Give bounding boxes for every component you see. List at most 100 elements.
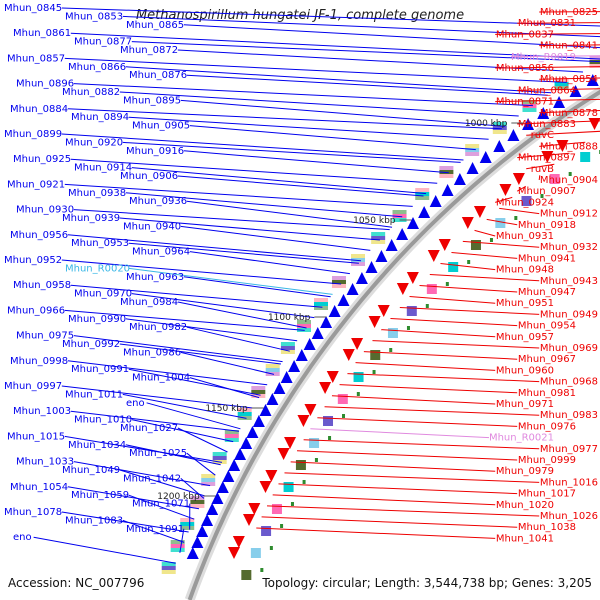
reverse-gene-arrow: [438, 239, 451, 251]
label-connector-right: [517, 22, 600, 24]
gene-label-right: Mhun_0954: [518, 321, 576, 332]
gene-label-right: Mhun_0971: [496, 399, 554, 410]
reverse-gene-arrow: [248, 503, 261, 515]
gene-label-left: eno: [126, 398, 145, 409]
label-connector-left: [125, 192, 403, 218]
reverse-gene-arrow: [473, 206, 486, 218]
gene-label-left: Mhun_0956: [10, 230, 68, 241]
cog-block: [351, 262, 366, 266]
cog-block: [261, 526, 272, 536]
label-connector-left: [180, 478, 205, 499]
cog-block: [271, 504, 282, 514]
cog-block: [237, 408, 252, 412]
gc-marker: [406, 326, 410, 330]
reverse-gene-arrow: [541, 151, 554, 163]
kbp-tick-label: 1000 kbp: [465, 119, 508, 129]
gene-label-left: Mhun_0952: [4, 255, 62, 266]
cog-block: [250, 548, 261, 558]
gene-label-right: Mhun_1020: [496, 500, 554, 511]
label-connector-left: [146, 402, 241, 430]
cog-block: [448, 262, 459, 272]
cog-block: [337, 394, 348, 404]
gene-label-right: Mhun_0883: [518, 119, 576, 130]
gene-label-left: Mhun_0958: [13, 280, 71, 291]
cog-block: [201, 482, 216, 486]
forward-gene-arrow: [252, 415, 265, 427]
forward-gene-arrow: [479, 151, 492, 163]
reverse-gene-arrow: [277, 448, 290, 460]
forward-gene-arrow: [320, 316, 333, 328]
gene-label-right: Mhun_0932: [540, 242, 598, 253]
gene-label-left: Mhun_0866: [68, 62, 126, 73]
forward-gene-arrow: [328, 305, 341, 317]
label-connector-left: [61, 133, 464, 161]
forward-gene-arrow: [280, 371, 293, 383]
label-connector-right: [462, 240, 540, 248]
gene-label-right: Mhun_R0021: [489, 433, 554, 444]
label-connector-left: [70, 32, 600, 60]
cog-block: [241, 570, 252, 580]
label-connector-left: [61, 511, 189, 533]
label-connector-right: [372, 340, 540, 349]
label-connector-left: [64, 435, 223, 463]
gene-label-left: Mhun_0964: [132, 247, 190, 258]
cog-block: [161, 570, 176, 574]
cog-block: [170, 540, 185, 544]
topology-summary: Topology: circular; Length: 3,544,738 bp…: [262, 576, 592, 590]
label-connector-right: [539, 110, 600, 114]
label-connector-right: [526, 130, 600, 136]
forward-gene-arrow: [266, 393, 279, 405]
cog-block: [392, 214, 407, 218]
gene-label-left: Mhun_0940: [123, 221, 181, 232]
gene-label-right: Mhun_0941: [518, 253, 576, 264]
gc-marker: [302, 480, 306, 484]
forward-gene-arrow: [441, 184, 454, 196]
label-connector-left: [180, 99, 505, 127]
gene-label-right: Mhun_0943: [540, 276, 598, 287]
label-connector-left: [73, 209, 390, 231]
kbp-ticks: 1000 kbp 1050 kbp 1100 kbp 1150 kbp 1200 kbp: [157, 119, 524, 502]
label-connector-right: [516, 185, 526, 192]
gc-marker: [540, 194, 544, 198]
gene-label-right: ruvB: [531, 164, 554, 175]
gene-label-right: Mhun_0979: [496, 466, 554, 477]
cog-block: [392, 210, 407, 214]
label-connector-right: [451, 251, 518, 259]
forward-gene-arrow: [355, 272, 368, 284]
label-connector-right: [495, 66, 600, 69]
gene-label-left: Mhun_0916: [126, 146, 184, 157]
label-connector-left: [67, 486, 200, 510]
gene-label-left: Mhun_1034: [68, 440, 126, 451]
gene-label-left: Mhun_1083: [65, 515, 123, 526]
gene-label-left: Mhun_0906: [120, 171, 178, 182]
gene-label-left: Mhun_0857: [7, 53, 65, 64]
cog-block: [265, 364, 280, 368]
cog-block: [314, 306, 329, 310]
label-connector-right: [499, 207, 540, 215]
reverse-gene-arrow: [284, 437, 297, 449]
reverse-gene-arrow: [297, 415, 310, 427]
gene-label-right: Mhun_0947: [518, 287, 576, 298]
label-connector-right: [390, 318, 518, 327]
label-connector-right: [517, 120, 600, 125]
cog-block: [415, 192, 430, 196]
reverse-gene-arrow: [377, 305, 390, 317]
forward-gene-arrow: [311, 327, 324, 339]
label-connector-left: [125, 66, 552, 94]
cog-block: [180, 522, 195, 526]
reverse-gene-arrow: [351, 338, 364, 350]
gene-label-left: Mhun_1027: [120, 423, 178, 434]
gene-label-left: Mhun_0992: [62, 339, 120, 350]
label-connector-right: [363, 351, 518, 360]
gene-label-left: Mhun_0853: [65, 11, 123, 22]
cog-block: [331, 284, 346, 288]
gene-label-right: Mhun_0999: [518, 455, 576, 466]
cog-block: [314, 298, 329, 302]
gene-label-left: Mhun_0882: [62, 87, 120, 98]
cog-block: [280, 350, 295, 354]
gc-marker: [514, 216, 518, 220]
label-connector-left: [189, 377, 260, 399]
label-connector-left: [122, 141, 461, 163]
cog-block: [237, 412, 252, 416]
label-connector-right: [355, 362, 496, 371]
